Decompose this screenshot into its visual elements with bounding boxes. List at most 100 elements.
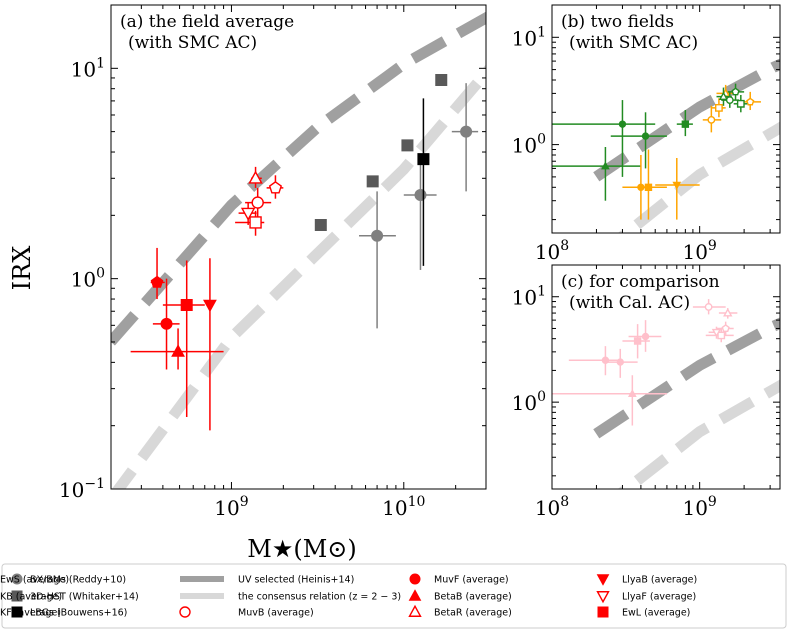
legend-label: LlyaB (average) xyxy=(622,575,697,586)
data-point xyxy=(435,73,448,86)
data-point xyxy=(417,153,430,166)
legend-label: 3D-HST (Whitaker+14) xyxy=(30,592,139,603)
data-point xyxy=(618,120,627,128)
legend-label: LBGs (Bouwens+16) xyxy=(30,608,127,619)
x-tick-label: 108 xyxy=(535,238,569,264)
heinis-relation-line xyxy=(593,58,780,182)
data-point xyxy=(171,344,185,357)
plot-area-b xyxy=(552,58,780,233)
data-point xyxy=(601,161,610,170)
legend-label: MuvF (average) xyxy=(434,575,509,586)
data-point xyxy=(711,328,722,338)
panel-subtitle-b: (with SMC AC) xyxy=(569,33,698,53)
x-tick-label: 1010 xyxy=(382,494,425,520)
legend-label: BetaR (average) xyxy=(434,608,512,619)
panel-subtitle-c: (with Cal. AC) xyxy=(569,293,690,313)
panel-title-a: (a) the field average xyxy=(120,12,294,32)
consensus-relation-line xyxy=(617,379,780,489)
data-point xyxy=(681,120,690,128)
data-point xyxy=(150,275,164,288)
legend-label: BetaB (average) xyxy=(434,592,512,603)
data-point xyxy=(704,303,713,311)
legend-marker xyxy=(11,606,23,618)
panel-title-c: (c) for comparison xyxy=(561,272,720,292)
data-point xyxy=(180,298,193,311)
y-tick-label: 101 xyxy=(71,55,105,81)
legend-label: KF (average) xyxy=(0,608,61,619)
data-point xyxy=(401,139,414,152)
legend-marker xyxy=(179,606,191,618)
data-point xyxy=(641,332,650,341)
panel-subtitle-a: (with SMC AC) xyxy=(128,33,257,53)
consensus-relation-line xyxy=(617,121,780,233)
data-point xyxy=(627,389,637,398)
data-point xyxy=(721,324,730,333)
data-point xyxy=(633,337,642,345)
legend-label: KB (average) xyxy=(0,592,62,603)
legend-marker xyxy=(596,591,610,604)
legend-marker xyxy=(11,590,23,602)
legend-marker xyxy=(409,573,421,585)
legend-label: MuvB (average) xyxy=(238,608,314,619)
data-point xyxy=(460,125,473,138)
x-tick-label: 109 xyxy=(682,494,716,520)
x-tick-label: 109 xyxy=(682,238,716,264)
data-point xyxy=(414,188,427,201)
legend-label: EwS (average) xyxy=(0,575,69,586)
panel-frame-c xyxy=(551,264,781,490)
y-tick-label: 101 xyxy=(512,284,546,310)
x-axis-title: M★(M⊙) xyxy=(247,535,357,563)
legend-marker xyxy=(596,574,610,586)
data-point xyxy=(268,181,283,194)
data-point xyxy=(248,170,263,184)
consensus-relation-line xyxy=(111,64,486,489)
plot-area-a xyxy=(111,11,486,489)
legend-marker xyxy=(408,589,422,601)
panel-b: 108 109 100 101 (b) two fields(with SMC AC) xyxy=(512,4,781,264)
legend-label: UV selected (Heinis+14) xyxy=(238,575,354,586)
legend-label: LlyaF (average) xyxy=(622,592,696,603)
y-tick-label: 100 xyxy=(71,266,105,292)
plot-area-c xyxy=(552,299,780,489)
data-point xyxy=(717,331,726,340)
legend-marker xyxy=(597,606,609,618)
panel-a: 109 1010 10−1 100 101 (a) the field average(w… xyxy=(59,4,487,520)
data-point xyxy=(731,87,740,96)
panel-frame-b xyxy=(551,4,781,234)
data-point xyxy=(314,218,327,231)
panel-title-b: (b) two fields xyxy=(561,12,674,32)
legend-label: EwL (average) xyxy=(622,608,690,619)
panel-c: 108 109 100 101 (c) for comparison(with Cal.… xyxy=(512,264,781,520)
data-point xyxy=(736,99,745,108)
y-axis-title: IRX xyxy=(8,246,36,291)
data-point xyxy=(160,317,173,330)
data-point xyxy=(715,103,723,112)
heinis-relation-line xyxy=(111,11,486,346)
data-point xyxy=(644,183,653,191)
legend: BX/BMs (Reddy+10) 3D-HST (Whitaker+14) LBG… xyxy=(0,564,787,629)
data-point xyxy=(672,181,682,190)
data-point xyxy=(203,299,217,313)
data-point xyxy=(725,96,734,104)
legend-marker xyxy=(11,573,23,585)
x-tick-label: 109 xyxy=(214,494,248,520)
data-point xyxy=(371,229,384,242)
data-point xyxy=(249,216,262,229)
legend-marker xyxy=(408,604,422,617)
y-tick-label: 100 xyxy=(512,132,546,158)
data-point xyxy=(641,132,650,140)
data-point xyxy=(366,175,379,188)
data-point xyxy=(616,358,624,366)
data-point xyxy=(240,207,256,221)
y-tick-label: 100 xyxy=(512,389,546,415)
data-point xyxy=(723,307,733,317)
panel-frame-a xyxy=(110,4,487,490)
data-point xyxy=(251,196,264,209)
heinis-relation-line xyxy=(593,317,780,439)
y-tick-label: 101 xyxy=(512,24,546,50)
x-tick-label: 108 xyxy=(535,494,569,520)
data-point xyxy=(746,97,755,106)
data-point xyxy=(707,115,716,124)
legend-label: the consensus relation (z = 2 − 3) xyxy=(238,592,401,603)
